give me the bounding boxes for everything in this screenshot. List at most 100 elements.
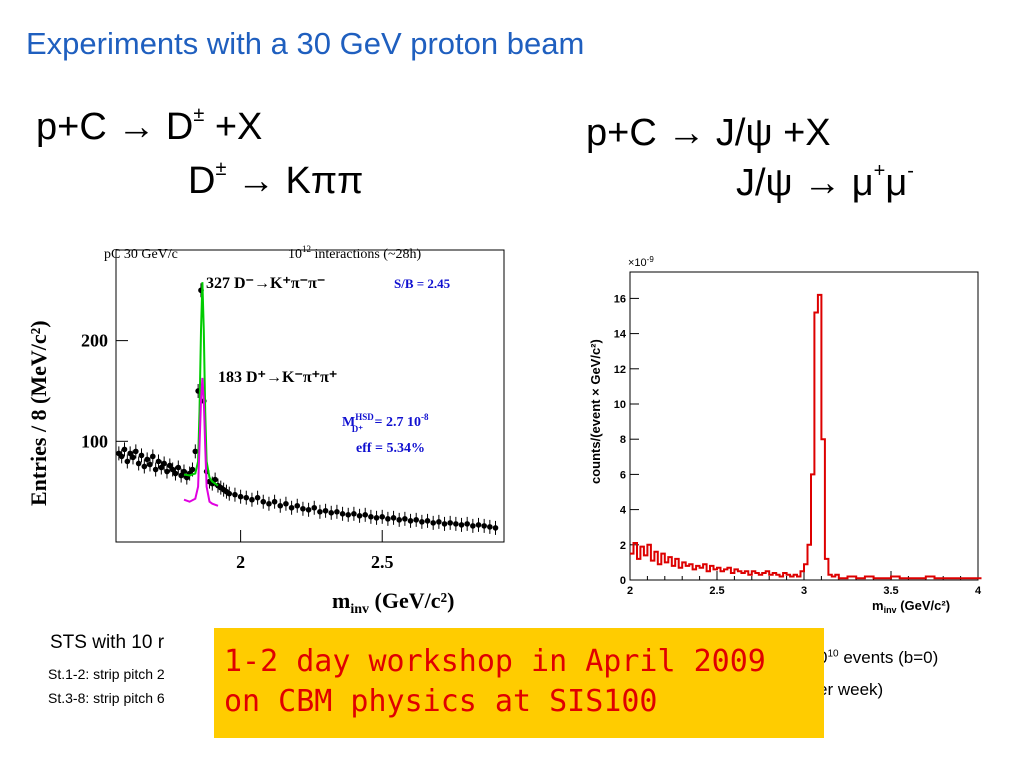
right-reaction-line2-sup2: - xyxy=(907,160,914,183)
x-axis-label: minv (GeV/c²) xyxy=(332,588,454,617)
y-tick-label: 4 xyxy=(620,505,627,517)
per-week-note: er week) xyxy=(818,680,884,699)
data-point xyxy=(178,472,184,479)
annotation-sb: S/B = 2.45 xyxy=(394,276,451,291)
data-point xyxy=(356,513,363,519)
data-point xyxy=(373,515,380,521)
annotation-dminus: 327 D⁻→K⁺π⁻π⁻ xyxy=(206,275,325,292)
right-reaction-line2-text: J/ψ → μ xyxy=(736,162,874,204)
left-reaction-line1-text: p+C → D xyxy=(36,106,194,148)
data-point xyxy=(385,516,391,522)
data-point xyxy=(254,494,261,501)
right-reaction-line1: p+C → J/ψ +X xyxy=(586,112,831,154)
data-point xyxy=(249,496,255,503)
y-tick-label: 2 xyxy=(620,540,626,552)
data-point xyxy=(419,519,425,525)
x-axis-label-main: m xyxy=(872,598,884,613)
plot-frame xyxy=(115,249,505,543)
header-right-sup: 12 xyxy=(302,244,311,254)
data-point xyxy=(260,498,267,505)
x-tick-label: 3 xyxy=(801,585,807,597)
left-reaction-line2-text: D xyxy=(188,160,216,202)
header-right: 1012 interactions (~28h) xyxy=(288,244,422,262)
x-tick-label: 3.5 xyxy=(883,585,898,597)
sts-station-38: St.3-8: strip pitch 6 xyxy=(48,690,165,706)
y-tick-label: 12 xyxy=(614,364,626,376)
data-point xyxy=(144,456,150,463)
data-point xyxy=(133,448,139,455)
data-point xyxy=(158,464,165,471)
data-point xyxy=(288,504,295,511)
data-point xyxy=(141,463,148,470)
data-point xyxy=(322,507,329,514)
data-point xyxy=(167,462,173,469)
data-point xyxy=(164,468,170,475)
left-reaction-line1-sup: ± xyxy=(193,104,205,127)
fit-curve-dplus xyxy=(183,377,219,507)
data-point xyxy=(152,466,159,473)
annotation-mass-sub: D⁺ xyxy=(352,424,363,434)
data-point xyxy=(475,522,482,528)
data-point xyxy=(189,466,196,473)
x-axis-label-main: m xyxy=(332,588,350,613)
data-point xyxy=(135,460,142,467)
plot-frame xyxy=(629,271,979,581)
data-point xyxy=(124,458,131,465)
right-data-line xyxy=(630,293,982,580)
left-reaction-line2-suffix: → Kππ xyxy=(226,160,364,202)
data-point xyxy=(328,510,335,516)
x-tick-label: 2 xyxy=(236,552,245,572)
jpsi-histogram-line xyxy=(630,293,982,580)
data-point xyxy=(458,522,465,528)
annotation-eff: eff = 5.34% xyxy=(356,441,425,456)
annotation-mass-m: M xyxy=(342,415,355,430)
data-point xyxy=(212,476,218,483)
annotation-mass-sup: HSD xyxy=(355,412,374,422)
data-point xyxy=(407,518,414,524)
dmeson-mass-svg: pC 30 GeV/c 1012 interactions (~28h) Ent… xyxy=(26,244,505,617)
header-right-post: interactions (~28h) xyxy=(311,247,422,262)
y-tick-label: 0 xyxy=(620,575,626,587)
data-point xyxy=(130,454,136,461)
header-left: pC 30 GeV/c xyxy=(104,247,178,262)
data-point xyxy=(138,452,145,459)
data-point xyxy=(300,505,306,512)
data-point xyxy=(305,506,312,513)
data-point xyxy=(447,520,453,526)
sts-station-12: St.1-2: strip pitch 2 xyxy=(48,666,165,682)
slide-title: Experiments with a 30 GeV proton beam xyxy=(26,26,585,61)
data-point xyxy=(294,502,301,509)
data-point xyxy=(147,461,153,468)
x-axis-label-sub: inv xyxy=(350,602,369,617)
events-note-sup: 10 xyxy=(827,648,839,660)
left-ticks: 2 2.5 100 200 xyxy=(81,331,393,572)
jpsi-mass-plot: ×10-9 counts/(event × GeV/c²) minv (GeV/… xyxy=(586,254,994,626)
data-point xyxy=(368,514,374,520)
data-point xyxy=(430,520,436,526)
data-point xyxy=(192,448,199,455)
data-point xyxy=(226,490,233,497)
data-point xyxy=(362,512,369,518)
data-point xyxy=(271,498,278,505)
data-point xyxy=(118,453,125,460)
data-point xyxy=(390,515,397,521)
y-exponent-base: ×10 xyxy=(628,257,647,269)
data-point xyxy=(175,464,182,471)
events-note: 010 events (b=0) xyxy=(818,648,938,668)
x-axis-label-units: (GeV/c²) xyxy=(369,588,454,613)
data-point xyxy=(402,516,408,522)
left-data-points xyxy=(116,282,499,535)
data-point xyxy=(396,517,403,523)
data-point xyxy=(351,511,357,517)
data-point xyxy=(470,523,476,529)
y-tick-label: 14 xyxy=(614,329,627,341)
y-tick-label: 10 xyxy=(614,399,626,411)
left-reaction-line2: D± → Kππ xyxy=(188,158,364,203)
y-exponent: ×10-9 xyxy=(628,255,654,269)
data-point xyxy=(237,493,244,500)
x-tick-label: 2 xyxy=(627,585,633,597)
y-tick-label: 6 xyxy=(620,469,626,481)
data-point xyxy=(311,504,318,511)
data-point xyxy=(334,508,340,515)
